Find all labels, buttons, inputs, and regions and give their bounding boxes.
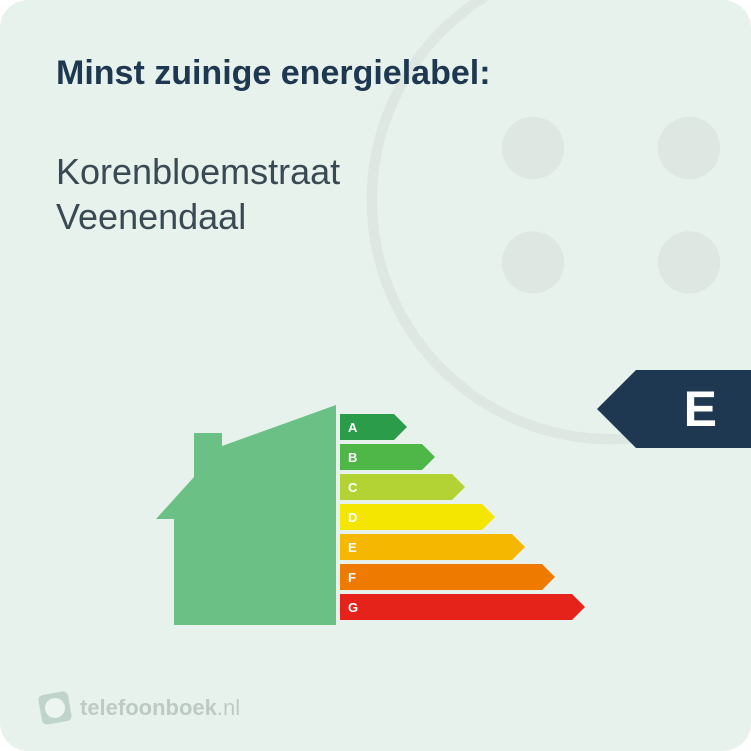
energy-bar-label: G [348, 600, 358, 615]
house-icon [156, 405, 336, 625]
footer-brand: telefoonboek.nl [40, 693, 240, 723]
result-badge: E [636, 370, 751, 448]
energy-bar-body: C [340, 474, 452, 500]
energy-bar-label: A [348, 420, 357, 435]
energy-bar-f: F [340, 563, 572, 591]
energy-bar-label: D [348, 510, 357, 525]
energy-bars: ABCDEFG [340, 413, 572, 623]
footer-brand-text: telefoonboek.nl [80, 695, 240, 721]
address-line-1: Korenbloemstraat [56, 149, 695, 194]
address-line-2: Veenendaal [56, 194, 695, 239]
address-block: Korenbloemstraat Veenendaal [56, 149, 695, 239]
energy-bar-b: B [340, 443, 572, 471]
energy-bar-label: B [348, 450, 357, 465]
card-title: Minst zuinige energielabel: [56, 54, 695, 93]
energy-bar-e: E [340, 533, 572, 561]
energy-bar-body: F [340, 564, 542, 590]
footer-logo-icon [38, 691, 73, 726]
energy-bar-label: E [348, 540, 357, 555]
energy-bar-d: D [340, 503, 572, 531]
footer-brand-tld: .nl [217, 695, 240, 720]
energy-label-card: Minst zuinige energielabel: Korenbloemst… [0, 0, 751, 751]
energy-bar-body: B [340, 444, 422, 470]
energy-bar-a: A [340, 413, 572, 441]
energy-bar-g: G [340, 593, 572, 621]
energy-bar-body: G [340, 594, 572, 620]
result-badge-letter: E [684, 380, 717, 438]
energy-bar-body: E [340, 534, 512, 560]
energy-bar-body: A [340, 414, 394, 440]
energy-bar-c: C [340, 473, 572, 501]
energy-bar-label: F [348, 570, 356, 585]
energy-bar-body: D [340, 504, 482, 530]
energy-bar-label: C [348, 480, 357, 495]
footer-brand-bold: telefoonboek [80, 695, 217, 720]
